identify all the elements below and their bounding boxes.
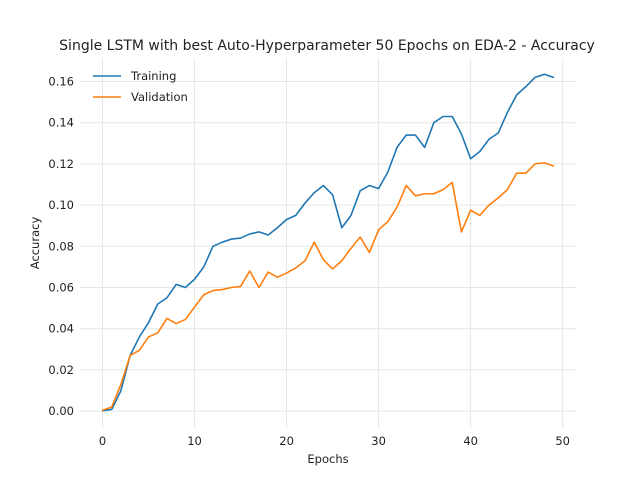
y-tick-label: 0.00 (48, 404, 74, 418)
x-tick-label: 10 (187, 434, 202, 448)
y-axis-label: Accuracy (28, 217, 42, 270)
y-tick-labels: 0.00 0.02 0.04 0.06 0.08 0.10 0.12 0.14 0.16 (48, 74, 74, 418)
legend: Training Validation (93, 69, 188, 104)
x-axis-label: Epochs (307, 452, 348, 466)
series-lines (101, 73, 555, 412)
x-tick-label: 0 (99, 434, 106, 448)
y-tick-label: 0.12 (48, 157, 74, 171)
grid-lines (80, 58, 576, 428)
y-tick-label: 0.16 (48, 74, 74, 88)
series-line-training (101, 73, 555, 412)
x-tick-label: 50 (555, 434, 570, 448)
x-tick-label: 20 (279, 434, 294, 448)
x-tick-labels: 0 10 20 30 40 50 (99, 434, 570, 448)
y-tick-label: 0.04 (48, 322, 74, 336)
legend-label-training: Training (130, 69, 176, 83)
x-tick-label: 40 (463, 434, 478, 448)
chart-title: Single LSTM with best Auto-Hyperparamete… (59, 38, 595, 54)
y-tick-label: 0.08 (48, 239, 74, 253)
x-tick-label: 30 (371, 434, 386, 448)
y-tick-label: 0.06 (48, 280, 74, 294)
legend-label-validation: Validation (131, 90, 188, 104)
y-tick-label: 0.10 (48, 198, 74, 212)
y-tick-label: 0.02 (48, 363, 74, 377)
series-line-validation (101, 162, 555, 412)
y-tick-label: 0.14 (48, 116, 74, 130)
